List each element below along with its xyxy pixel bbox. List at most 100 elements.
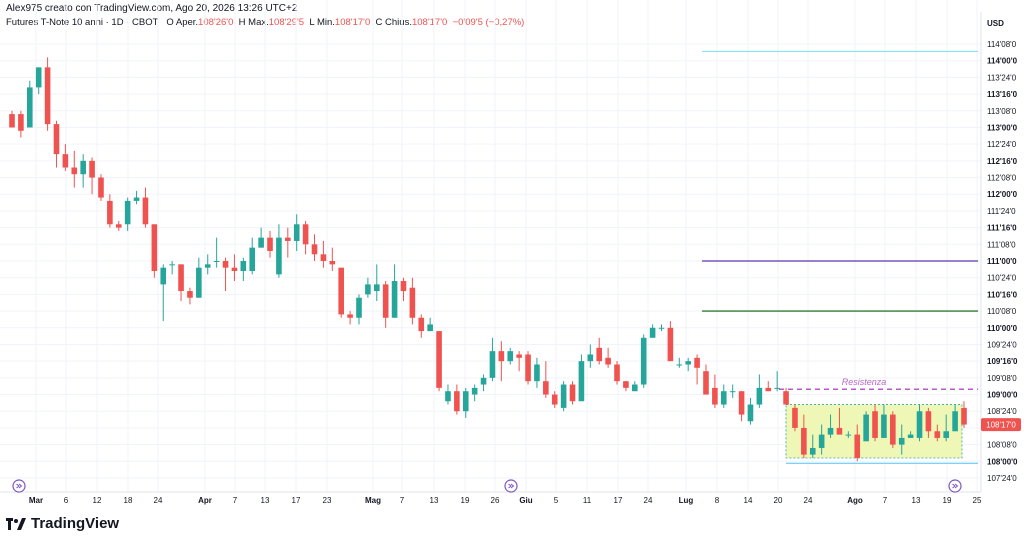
candle-body [658, 327, 665, 329]
candle-body [534, 364, 540, 382]
candle-body [872, 411, 878, 438]
candle [916, 404, 923, 442]
change-value: −0'09'5 (−0,27%) [452, 17, 525, 28]
candle-body [382, 284, 389, 318]
x-tick-label: 7 [883, 496, 888, 505]
candle [9, 110, 15, 128]
candle-body [35, 67, 42, 88]
event-marker-icon [12, 479, 26, 493]
candle-body [320, 254, 327, 261]
x-tick-label: Giu [519, 496, 532, 505]
y-tick-label: 109'08'0 [987, 374, 1017, 383]
candle [658, 324, 665, 332]
high-label: H [238, 17, 246, 28]
candle [133, 190, 140, 205]
candle-body [703, 371, 709, 395]
candle [373, 264, 380, 302]
symbol-name[interactable]: Futures T-Note 10 anni · 1D · CBOT [6, 17, 159, 28]
x-tick-label: Mar [29, 496, 43, 505]
candle [124, 197, 131, 231]
x-tick-label: 19 [461, 496, 470, 505]
candle-body [142, 197, 149, 225]
candle [792, 404, 798, 432]
candle [169, 261, 175, 275]
x-tick-label: Apr [198, 496, 212, 505]
candle [649, 324, 656, 338]
candle [676, 357, 683, 368]
candle-body [827, 427, 834, 435]
candle-body [329, 261, 336, 265]
candle-body [756, 387, 763, 405]
candle-body [809, 447, 816, 455]
y-tick-label: 113'00'0 [987, 123, 1018, 132]
candle [160, 264, 167, 322]
candle-body [480, 377, 487, 385]
candle-body [854, 434, 861, 458]
candle [623, 381, 629, 392]
open-label: O [166, 17, 174, 28]
candlestick-chart[interactable]: Resistenza USD 114'08'0 114'00'0 113'24'0 1… [0, 0, 1024, 510]
candle [98, 174, 104, 201]
candle [747, 397, 754, 425]
candle [640, 334, 647, 388]
range-zone: Resistenza [779, 377, 978, 459]
candle [907, 431, 914, 438]
candles [9, 57, 967, 462]
candle-body [836, 427, 843, 435]
x-tick-label: Ago [847, 496, 863, 505]
brand-name: TradingView [31, 515, 120, 532]
candle [80, 154, 86, 188]
tradingview-logo[interactable]: TradingView [6, 515, 119, 532]
time-axis[interactable]: Mar 6 12 18 24 Apr 7 13 17 23 Mag 7 13 19 26 Giu 5 11 17 24… [0, 491, 982, 505]
candle [454, 384, 460, 415]
price-axis[interactable]: USD 114'08'0 114'00'0 113'24'0 113'16'0 113'… [980, 12, 1018, 492]
candle [534, 357, 540, 388]
candle-body [462, 391, 469, 412]
ohlc-legend: Futures T-Note 10 anni · 1D · CBOT O Ape… [6, 17, 524, 28]
candle-body [525, 354, 531, 382]
candle [801, 414, 807, 458]
candle [400, 277, 407, 302]
x-tick-label: 8 [715, 496, 720, 505]
event-marker-glyph [16, 483, 23, 489]
resistance-label: Resistenza [842, 377, 887, 387]
open-text: Aper. [175, 17, 199, 28]
candle-body [898, 437, 905, 445]
candle-body [934, 431, 941, 438]
candle-body [347, 314, 353, 318]
candle-body [196, 267, 202, 298]
candle [845, 431, 852, 438]
candle [578, 354, 585, 402]
y-tick-label: 111'08'0 [987, 240, 1016, 249]
candle [35, 67, 42, 95]
x-tick-label: 12 [93, 496, 102, 505]
candle [311, 234, 318, 261]
candle [320, 240, 327, 268]
y-tick-label: 108'00'0 [987, 457, 1018, 466]
candle-body [863, 414, 869, 442]
candle [507, 347, 514, 365]
candle-body [605, 357, 611, 365]
last-price-badge: 108'17'0 [981, 418, 1021, 432]
candle [115, 220, 122, 231]
candle [863, 411, 869, 442]
candle [258, 227, 264, 248]
candle-body [356, 297, 362, 318]
candle [890, 411, 896, 448]
candle [712, 374, 718, 408]
candle-body [578, 361, 585, 402]
x-tick-label: 17 [292, 496, 301, 505]
candle-body [614, 364, 620, 382]
candle [480, 374, 487, 392]
candle-body [240, 261, 247, 272]
candle-body [507, 351, 514, 362]
candle-body [311, 244, 318, 255]
x-tick-label: 13 [261, 496, 270, 505]
horizontal-lines [702, 50, 978, 464]
candle [356, 294, 362, 325]
y-tick-label: 114'08'0 [987, 40, 1017, 49]
candle-body [489, 351, 496, 378]
candle [231, 254, 238, 282]
candle [445, 384, 451, 405]
y-tick-label: 110'16'0 [987, 290, 1018, 299]
